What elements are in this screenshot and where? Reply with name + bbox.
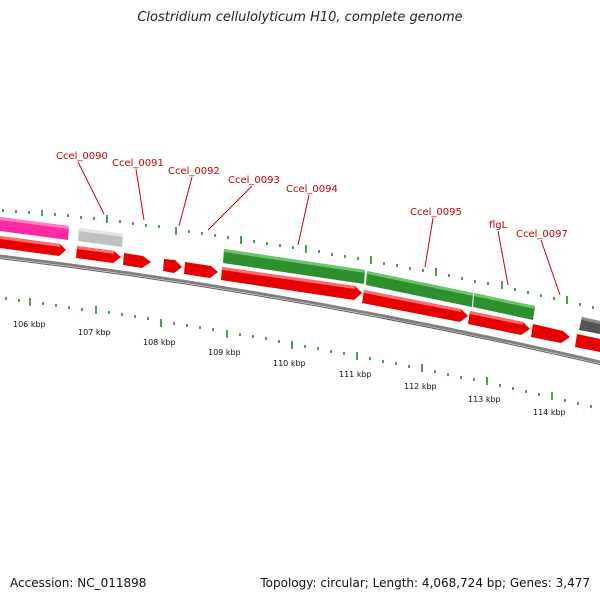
upper-tick-ruler [2,209,594,309]
genome-backbone-shadow [0,258,600,365]
gene-red-4[interactable] [163,259,182,273]
gene-label-ccel-0095[interactable]: Ccel_0095 [410,207,462,218]
gene-red-6[interactable] [221,267,362,300]
gene-label-leaders [77,161,561,296]
kbp-label-113: 113 kbp [468,395,501,404]
kbp-label-112: 112 kbp [404,382,437,391]
gene-red-8[interactable] [468,311,530,335]
kbp-label-114: 114 kbp [533,408,566,417]
lower-gene-track [0,236,600,352]
gene-green-flgl[interactable] [473,293,535,320]
gene-label-ccel-0094[interactable]: Ccel_0094 [286,184,338,195]
upper-gene-track [0,217,600,334]
gene-label-ccel-0092[interactable]: Ccel_0092 [168,166,220,177]
kbp-label-111: 111 kbp [339,370,372,379]
gene-magenta-highlight [0,217,69,229]
gene-red-5[interactable] [184,262,218,278]
gene-green-0095[interactable] [366,271,473,307]
gene-dark-highlight [582,317,600,324]
map-title: Clostridium cellulolyticum H10, complete… [137,10,463,25]
gene-red-3[interactable] [123,253,151,268]
gene-labels: Ccel_0090 Ccel_0091 Ccel_0092 Ccel_0093 … [56,151,568,240]
gene-gray-highlight [79,228,123,237]
genome-summary: Topology: circular; Length: 4,068,724 bp… [260,576,590,590]
kbp-label-110: 110 kbp [273,359,306,368]
gene-green-0094-highlight [224,249,365,273]
gene-red-9[interactable] [531,324,570,343]
kbp-labels: 106 kbp 107 kbp 108 kbp 109 kbp 110 kbp … [13,320,566,417]
kbp-label-109: 109 kbp [208,348,241,357]
gene-label-ccel-0093[interactable]: Ccel_0093 [228,175,280,186]
gene-magenta[interactable] [0,217,69,240]
gene-green-0095-highlight [367,271,473,296]
gene-green-flgl-highlight [474,293,535,309]
gene-red-10[interactable] [575,334,600,352]
gene-red-7[interactable] [362,290,468,322]
kbp-label-108: 108 kbp [143,338,176,347]
gene-label-ccel-0091[interactable]: Ccel_0091 [112,158,164,169]
accession-info: Accession: NC_011898 [10,576,147,590]
gene-label-ccel-0090[interactable]: Ccel_0090 [56,151,108,162]
lower-tick-ruler [5,297,592,408]
gene-label-ccel-0097[interactable]: Ccel_0097 [516,229,568,240]
genome-backbone [0,254,600,364]
kbp-label-106: 106 kbp [13,320,46,329]
gene-red-highlight [0,236,523,325]
gene-label-flgl[interactable]: flgL [489,220,508,231]
kbp-label-107: 107 kbp [78,328,111,337]
gene-green-0094[interactable] [223,249,365,284]
